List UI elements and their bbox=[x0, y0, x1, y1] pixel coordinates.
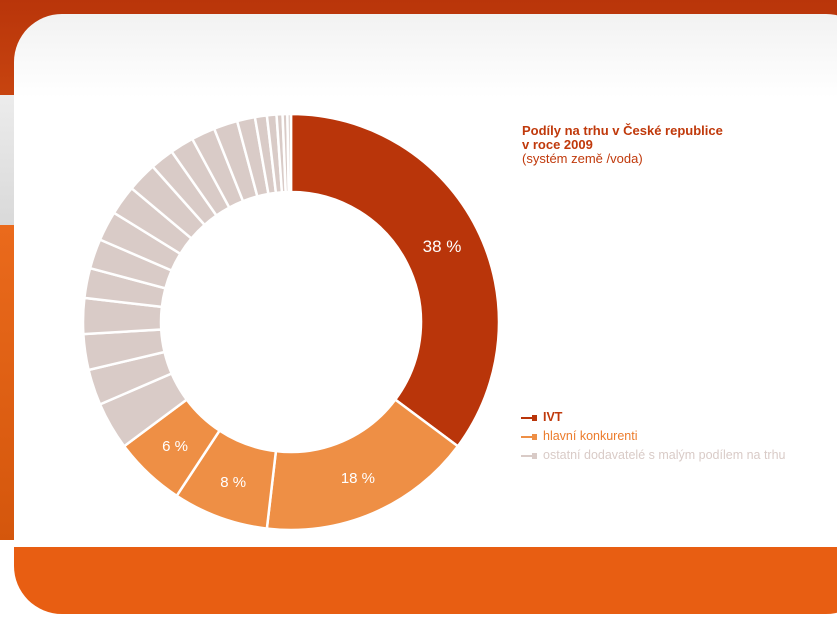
legend-label: IVT bbox=[543, 410, 563, 424]
donut-slice-1 bbox=[289, 112, 501, 448]
slice-labels: 38 % 18 % 8 % 6 % bbox=[162, 237, 461, 491]
slice-label-1: 38 % bbox=[423, 237, 462, 256]
chart-subtitle: (systém země /voda) bbox=[522, 151, 643, 166]
donut-slice-23 bbox=[286, 112, 293, 194]
slice-label-3: 8 % bbox=[220, 474, 246, 491]
legend-marker-icon bbox=[521, 433, 537, 440]
legend-label: ostatní dodavatelé s malým podílem na tr… bbox=[543, 448, 786, 462]
slice-label-2: 18 % bbox=[341, 470, 375, 487]
chart-title: Podíly na trhu v České republice bbox=[522, 123, 723, 138]
chart-title-year: v roce 2009 bbox=[522, 137, 593, 152]
legend-marker-icon bbox=[521, 452, 537, 459]
legend-item-2: hlavní konkurenti bbox=[521, 427, 837, 446]
legend-item-1: IVT bbox=[521, 408, 837, 427]
chart-legend: IVT hlavní konkurenti ostatní dodavatelé s… bbox=[521, 408, 837, 465]
slice-label-4: 6 % bbox=[162, 438, 188, 455]
chart-title-block: Podíly na trhu v České republice v roce … bbox=[522, 124, 822, 166]
card-footer-band bbox=[14, 547, 837, 614]
legend-item-3: ostatní dodavatelé s malým podílem na tr… bbox=[521, 446, 837, 465]
legend-marker-icon bbox=[521, 414, 537, 421]
legend-label: hlavní konkurenti bbox=[543, 429, 638, 443]
donut-slices bbox=[81, 112, 501, 532]
